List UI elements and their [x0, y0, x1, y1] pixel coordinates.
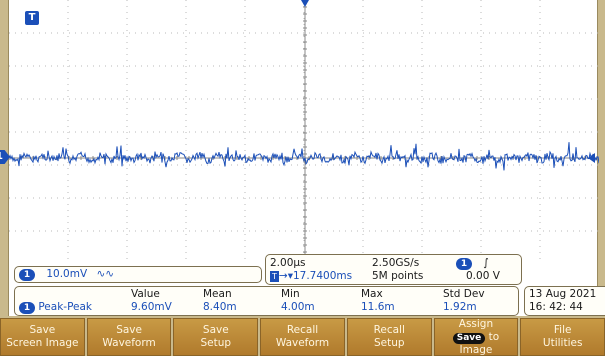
vertical-scale-value: 10.0mV [46, 268, 88, 280]
position-arrow-icon: →▾ [278, 270, 293, 282]
measurement-std-dev: 1.92m [443, 301, 477, 313]
measurement-channel-badge: 1 [19, 302, 35, 314]
channel-scale-readout[interactable]: 1 10.0mV ∿∿ [14, 266, 262, 283]
measurement-header-row: Value Mean Min Max Std Dev [19, 288, 514, 301]
trigger-level-marker[interactable] [588, 153, 595, 163]
trigger-point-icon [301, 0, 309, 7]
measurement-table[interactable]: Value Mean Min Max Std Dev 1 Peak-Peak 9… [14, 286, 519, 316]
save-pill: Save [452, 332, 486, 344]
trigger-level: 0.00 V [466, 270, 500, 282]
bandwidth-limit-icon: ∿∿ [96, 268, 115, 280]
header-std-dev: Std Dev [443, 288, 485, 300]
horizontal-position: 17.7400ms [292, 270, 353, 282]
measurement-max: 11.6m [361, 301, 395, 313]
save-screen-image-button[interactable]: Save Screen Image [0, 318, 85, 356]
assign-save-to-image-button[interactable]: Assign Save to Image [433, 318, 519, 356]
rising-edge-icon: ∫ [483, 257, 489, 269]
header-min: Min [281, 288, 300, 300]
date: 13 Aug 2021 [529, 288, 597, 300]
channel-1-waveform [9, 142, 599, 171]
file-utilities-button[interactable]: File Utilities [520, 318, 605, 356]
recall-waveform-button[interactable]: Recall Waveform [260, 318, 345, 356]
sample-rate: 2.50GS/s [372, 257, 420, 269]
header-value: Value [131, 288, 160, 300]
bottom-menu-bar: Save Screen Image Save Waveform Save Set… [0, 318, 605, 356]
trigger-position-badge: T [270, 271, 279, 282]
recall-setup-button[interactable]: Recall Setup [346, 318, 432, 356]
measurement-row: 1 Peak-Peak 9.60mV 8.40m 4.00m 11.6m 1.9… [19, 301, 514, 314]
measurement-value: 9.60mV [131, 301, 172, 313]
date-time-display: 13 Aug 2021 16: 42: 44 [524, 286, 605, 316]
channel-1-badge: 1 [19, 269, 35, 281]
save-waveform-button[interactable]: Save Waveform [86, 318, 172, 356]
header-mean: Mean [203, 288, 232, 300]
measurement-min: 4.00m [281, 301, 315, 313]
save-setup-button[interactable]: Save Setup [173, 318, 259, 356]
trigger-channel-badge: 1 [456, 258, 472, 270]
timebase-readout[interactable]: 2.00µs 2.50GS/s 1 ∫ T →▾17.7400ms 5M poin… [265, 254, 522, 285]
time: 16: 42: 44 [529, 301, 583, 313]
measurement-name: Peak-Peak [38, 301, 92, 313]
measurement-mean: 8.40m [203, 301, 237, 313]
channel-1-ground-marker[interactable]: 1 [0, 150, 10, 164]
header-max: Max [361, 288, 383, 300]
horizontal-scale: 2.00µs [270, 257, 306, 269]
graticule [9, 0, 599, 260]
record-length: 5M points [372, 270, 424, 282]
trigger-position-marker[interactable]: T [25, 11, 39, 25]
